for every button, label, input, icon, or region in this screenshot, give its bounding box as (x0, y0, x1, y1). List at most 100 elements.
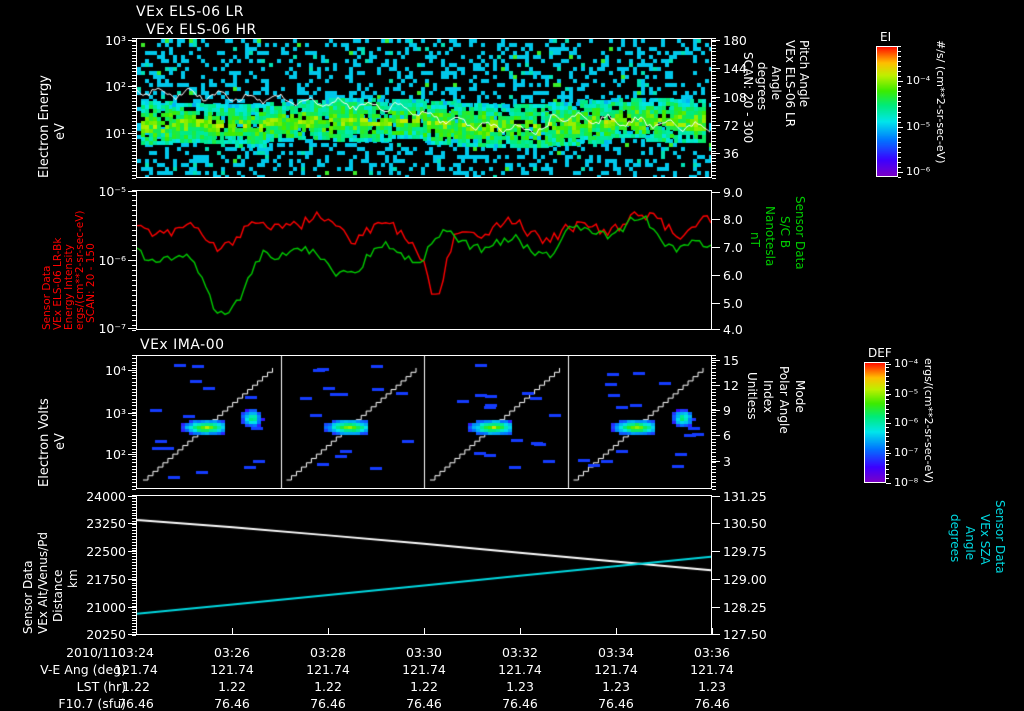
bottom-row-label: 2010/110 (66, 645, 126, 660)
axis-minor-tick (132, 482, 136, 484)
bottom-row-label: V-E Ang (deg) (40, 662, 126, 677)
axis-minor-tick (712, 478, 716, 480)
panel3-ima-ion-spectrogram[interactable] (136, 355, 712, 489)
axis-minor-tick (132, 295, 136, 296)
colorbar-minor-tick (886, 403, 889, 405)
axis-tick-label: 3 (723, 453, 731, 469)
axis-minor-tick (132, 544, 136, 546)
colorbar-minor-tick (898, 166, 901, 168)
bottom-cell: 121.74 (402, 662, 446, 677)
colorbar-minor-tick (886, 399, 889, 401)
axis-minor-tick (132, 594, 136, 596)
colorbar-minor-tick (898, 56, 901, 58)
axis-minor-tick (132, 270, 136, 271)
panel3-right-axis-label-line4: Unitless (745, 372, 759, 420)
axis-tick (128, 191, 136, 193)
colorbar-minor-tick (886, 450, 889, 452)
axis-minor-tick (132, 435, 136, 437)
axis-tick-label: 10⁻⁷ (98, 320, 126, 336)
axis-minor-tick (132, 585, 136, 587)
colorbar1-unit: #/s/ (cm**2-sr-sec-eV) (934, 40, 947, 164)
axis-minor-tick (132, 567, 136, 569)
bottom-cell: 03:28 (309, 645, 347, 660)
bottom-cell: 03:36 (693, 645, 731, 660)
colorbar-minor-tick (898, 121, 901, 123)
axis-tick-label: 36 (723, 145, 739, 161)
axis-tick (712, 495, 720, 497)
axis-minor-tick (132, 553, 136, 555)
axis-minor-tick (132, 538, 136, 540)
axis-minor-tick (132, 582, 136, 584)
axis-minor-tick (712, 171, 716, 173)
axis-minor-tick (712, 128, 716, 129)
axis-minor-tick (712, 445, 716, 447)
panel2-left-axis-label-line5: SCAN: 20 - 150 (85, 243, 97, 323)
axis-minor-tick (132, 61, 136, 63)
axis-minor-tick (132, 51, 136, 53)
axis-minor-tick (132, 418, 136, 420)
axis-minor-tick (132, 472, 136, 474)
colorbar-minor-tick (898, 106, 901, 108)
axis-minor-tick (712, 468, 716, 470)
axis-minor-tick (132, 134, 136, 136)
colorbar-minor-tick (886, 478, 889, 480)
axis-minor-tick (712, 428, 716, 430)
panel4-left-axis-label-line4: km (66, 569, 80, 588)
panel4-altitude-and-sza[interactable] (136, 495, 712, 635)
axis-minor-tick (132, 398, 136, 400)
colorbar-minor-tick (886, 380, 889, 382)
colorbar-minor-tick (886, 464, 889, 466)
panel2-right-axis-label-line1: Sensor Data (793, 196, 807, 270)
axis-minor-tick (132, 626, 136, 628)
colorbar-minor-tick (886, 413, 889, 415)
axis-minor-tick (132, 597, 136, 599)
axis-minor-tick (132, 623, 136, 625)
axis-minor-tick (712, 371, 716, 373)
axis-minor-tick (132, 445, 136, 447)
bottom-cell: 76.46 (214, 696, 250, 711)
axis-minor-tick (132, 310, 136, 311)
colorbar-minor-tick (886, 436, 889, 438)
axis-tick-label: 144 (723, 61, 747, 77)
axis-minor-tick (712, 368, 716, 370)
axis-minor-tick (132, 388, 136, 390)
panel2-left-axis-label-line4: ergs/(cm**2-sr-sec-eV) (74, 210, 86, 330)
axis-minor-tick (712, 415, 716, 417)
axis-minor-tick (132, 108, 136, 109)
time-axis-tick (712, 628, 713, 635)
axis-tick (712, 384, 720, 386)
axis-minor-tick (712, 432, 716, 434)
colorbar-minor-tick (886, 445, 889, 447)
axis-minor-tick (712, 158, 716, 159)
axis-minor-tick (132, 38, 136, 39)
axis-minor-tick (132, 458, 136, 460)
axis-minor-tick (132, 535, 136, 537)
axis-tick-label: 129.00 (723, 572, 767, 587)
axis-tick-label: 127.50 (723, 627, 767, 643)
axis-minor-tick (712, 401, 716, 403)
axis-tick (128, 454, 136, 456)
axis-tick (128, 551, 136, 553)
axis-minor-tick (712, 144, 716, 146)
axis-minor-tick (132, 485, 136, 487)
axis-minor-tick (132, 497, 136, 499)
axis-minor-tick (132, 81, 136, 83)
bottom-cell: 1.22 (218, 679, 246, 694)
colorbar-minor-tick (898, 71, 901, 73)
time-axis-tick (328, 628, 329, 635)
axis-minor-tick (712, 388, 716, 390)
panel1-electron-energy-spectrogram[interactable] (136, 38, 712, 178)
axis-tick (712, 359, 720, 361)
axis-minor-tick (132, 320, 136, 321)
colorbar1-label: EI (880, 30, 892, 44)
axis-minor-tick (132, 422, 136, 423)
axis-minor-tick (712, 442, 716, 444)
axis-minor-tick (132, 576, 136, 578)
colorbar-minor-tick (898, 66, 901, 68)
panel2-left-axis-label-line3: Energy Intensity (63, 244, 75, 330)
axis-minor-tick (132, 220, 136, 221)
axis-minor-tick (132, 41, 136, 43)
axis-minor-tick (132, 124, 136, 126)
panel2-energy-intensity-and-b[interactable] (136, 190, 712, 330)
